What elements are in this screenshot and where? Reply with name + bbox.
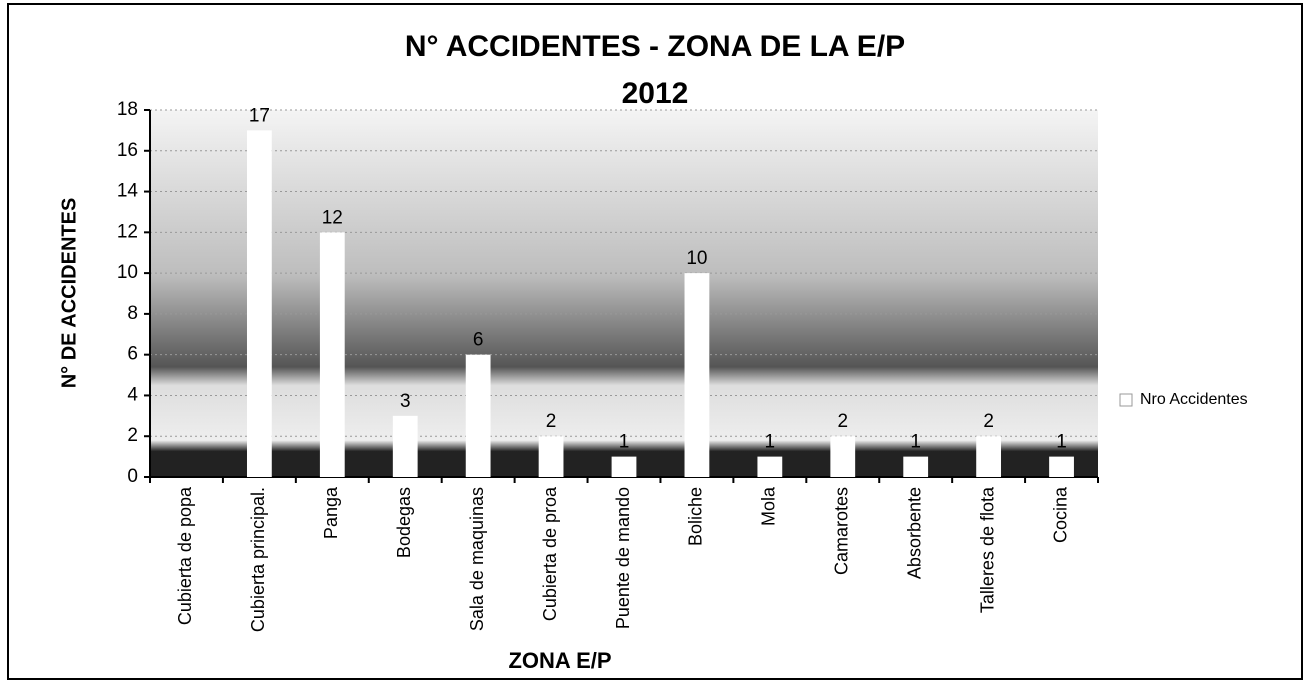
x-tick-label: Boliche <box>686 487 706 546</box>
data-label: 2 <box>983 411 994 432</box>
bar <box>319 232 345 477</box>
bar <box>903 456 929 477</box>
chart-title: N° ACCIDENTES - ZONA DE LA E/P <box>405 30 905 63</box>
bar <box>611 456 637 477</box>
bar <box>684 273 710 477</box>
y-tick-label: 4 <box>127 384 138 405</box>
bar <box>392 415 418 477</box>
y-tick-label: 18 <box>117 99 138 120</box>
y-tick-label: 6 <box>127 344 138 365</box>
y-tick-label: 8 <box>127 303 138 324</box>
y-tick-label: 16 <box>117 140 138 161</box>
x-tick-label: Puente de mando <box>613 487 633 629</box>
data-label: 1 <box>910 432 921 453</box>
bar <box>1049 456 1074 477</box>
x-tick-label: Camarotes <box>832 487 852 575</box>
data-label: 1 <box>765 432 776 453</box>
chart-subtitle: 2012 <box>622 77 689 110</box>
data-label: 6 <box>473 330 484 351</box>
x-tick-label: Absorbente <box>904 487 924 579</box>
data-label: 10 <box>686 248 707 269</box>
x-tick-label: Cubierta de proa <box>540 486 560 621</box>
x-tick-label: Cocina <box>1050 486 1070 543</box>
bar <box>465 354 491 477</box>
y-axis-title: N° DE ACCIDENTES <box>58 198 80 389</box>
bar <box>976 436 1002 477</box>
x-tick-label: Bodegas <box>394 487 414 558</box>
legend-swatch <box>1119 393 1133 407</box>
x-tick-label: Mola <box>759 486 779 526</box>
x-tick-label: Panga <box>321 486 341 539</box>
y-tick-label: 2 <box>127 425 138 446</box>
x-axis-title: ZONA E/P <box>508 648 611 673</box>
data-label: 2 <box>546 411 557 432</box>
x-tick-label: Sala de maquinas <box>467 487 487 631</box>
bar <box>830 436 856 477</box>
data-label: 1 <box>1056 432 1067 453</box>
y-tick-label: 14 <box>117 181 139 202</box>
bar <box>246 130 272 477</box>
data-label: 12 <box>322 207 343 228</box>
legend-label: Nro Accidentes <box>1140 391 1248 408</box>
data-label: 17 <box>249 105 270 126</box>
x-tick-label: Cubierta principal. <box>248 487 268 632</box>
data-label: 2 <box>837 411 848 432</box>
plot-area <box>150 110 1098 477</box>
data-label: 1 <box>619 432 630 453</box>
bar <box>757 456 783 477</box>
x-tick-label: Cubierta de popa <box>175 486 195 625</box>
x-tick-label: Talleres de flota <box>977 486 997 613</box>
data-label: 3 <box>400 391 411 412</box>
y-tick-label: 0 <box>127 466 138 487</box>
bar <box>538 436 564 477</box>
y-tick-label: 12 <box>117 221 138 242</box>
y-tick-label: 10 <box>117 262 138 283</box>
